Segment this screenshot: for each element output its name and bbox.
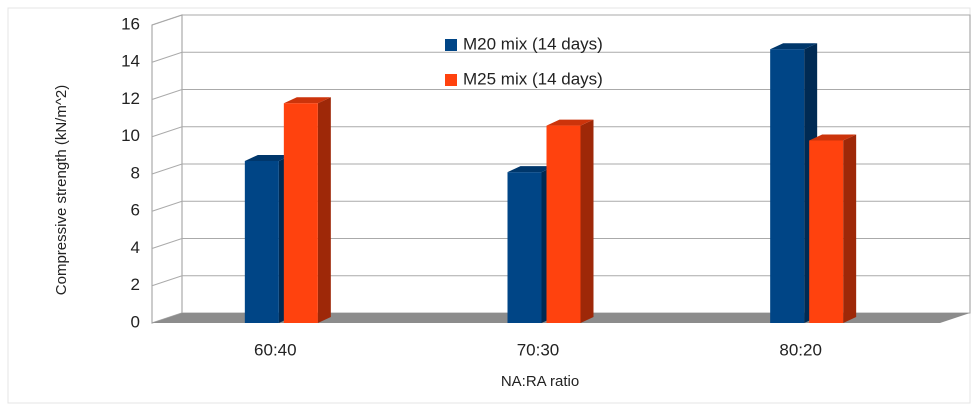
legend-swatch (445, 39, 457, 51)
y-tick-label: 2 (131, 275, 140, 294)
y-tick-label: 14 (121, 52, 140, 71)
grid-line (151, 51, 970, 63)
bar-side (317, 97, 331, 323)
grid-line (151, 238, 970, 249)
y-tick-label: 12 (121, 89, 140, 108)
bar-side (843, 134, 857, 323)
bar-top (546, 119, 594, 126)
y-tick-label: 10 (121, 126, 140, 145)
grid-line (151, 14, 970, 26)
y-tick-label: 0 (131, 312, 140, 331)
grid-line (151, 126, 970, 138)
y-tick-label: 16 (121, 14, 140, 33)
legend-swatch (445, 74, 457, 86)
bar-front (546, 125, 581, 323)
y-tick-label: 4 (131, 238, 140, 257)
bar (809, 134, 857, 323)
bar-side (580, 119, 594, 323)
grid-line (151, 200, 970, 212)
legend-label: M20 mix (14 days) (463, 34, 603, 53)
bar (283, 97, 331, 323)
bar-front (283, 103, 318, 323)
bar (546, 119, 594, 323)
grid-line (151, 275, 970, 287)
bar-top (770, 43, 818, 50)
bar-top (244, 154, 292, 161)
bar-top (809, 134, 857, 141)
x-axis-label: NA:RA ratio (501, 373, 579, 390)
bar-top (283, 97, 331, 104)
bar-front (770, 49, 805, 324)
x-tick-label: 60:40 (254, 340, 297, 359)
y-tick-label: 8 (131, 163, 140, 182)
x-tick-label: 70:30 (517, 340, 560, 359)
grid-line (151, 89, 970, 100)
bar-front (244, 160, 279, 323)
bar-top (507, 166, 555, 173)
y-axis-label: Compressive strength (kN/m^2) (53, 85, 70, 295)
x-tick-label: 80:20 (779, 340, 822, 359)
bar-front (507, 172, 542, 323)
legend-label: M25 mix (14 days) (463, 69, 603, 88)
grid-line (151, 163, 970, 175)
y-tick-label: 6 (131, 201, 140, 220)
bar-front (809, 140, 844, 323)
